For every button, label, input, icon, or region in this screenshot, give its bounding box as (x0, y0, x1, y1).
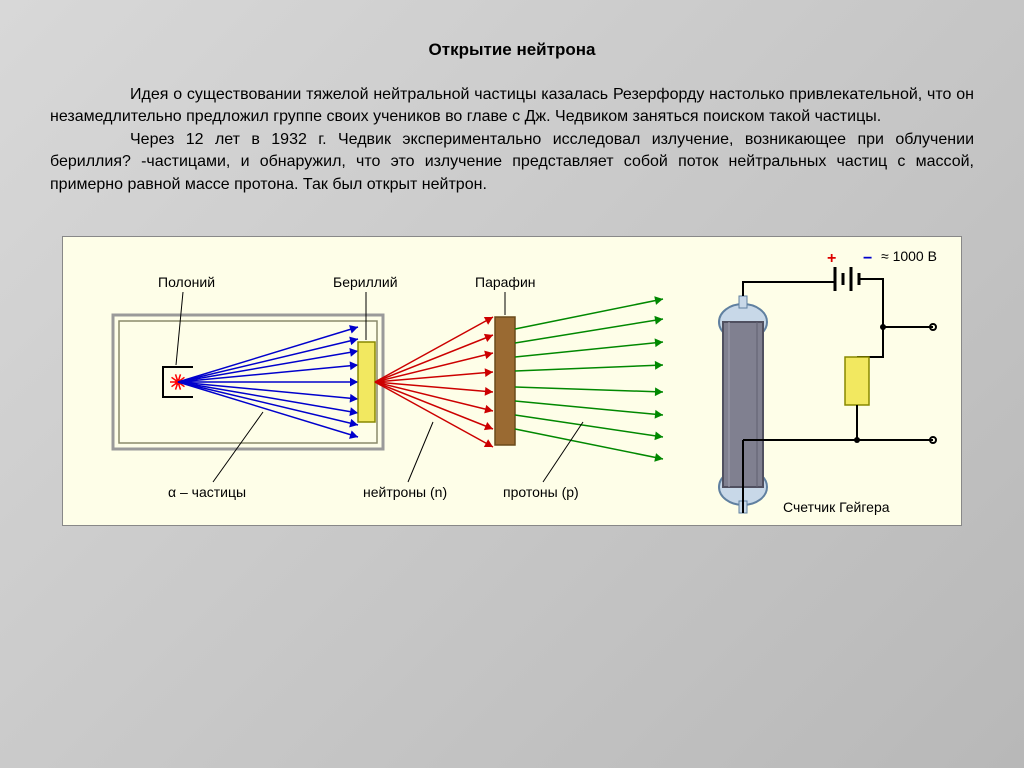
experiment-diagram: + −≈ 1000 В Полоний Бериллий Парафин α – част… (62, 236, 962, 526)
svg-text:Бериллий: Бериллий (333, 274, 398, 290)
svg-text:α – частицы: α – частицы (168, 484, 246, 500)
paragraph-1: Идея о существовании тяжелой нейтральной… (50, 84, 974, 129)
svg-text:≈ 1000 В: ≈ 1000 В (881, 248, 937, 264)
svg-text:Парафин: Парафин (475, 274, 536, 290)
svg-text:Полоний: Полоний (158, 274, 215, 290)
svg-text:Счетчик Гейгера: Счетчик Гейгера (783, 499, 890, 515)
page-title: Открытие нейтрона (50, 40, 974, 60)
svg-text:+: + (827, 250, 836, 267)
body-text: Идея о существовании тяжелой нейтральной… (50, 84, 974, 196)
svg-text:нейтроны (n): нейтроны (n) (363, 484, 447, 500)
svg-text:−: − (863, 250, 872, 267)
svg-text:протоны (p): протоны (p) (503, 484, 579, 500)
paragraph-2: Через 12 лет в 1932 г. Чедвик эксперимен… (50, 129, 974, 196)
